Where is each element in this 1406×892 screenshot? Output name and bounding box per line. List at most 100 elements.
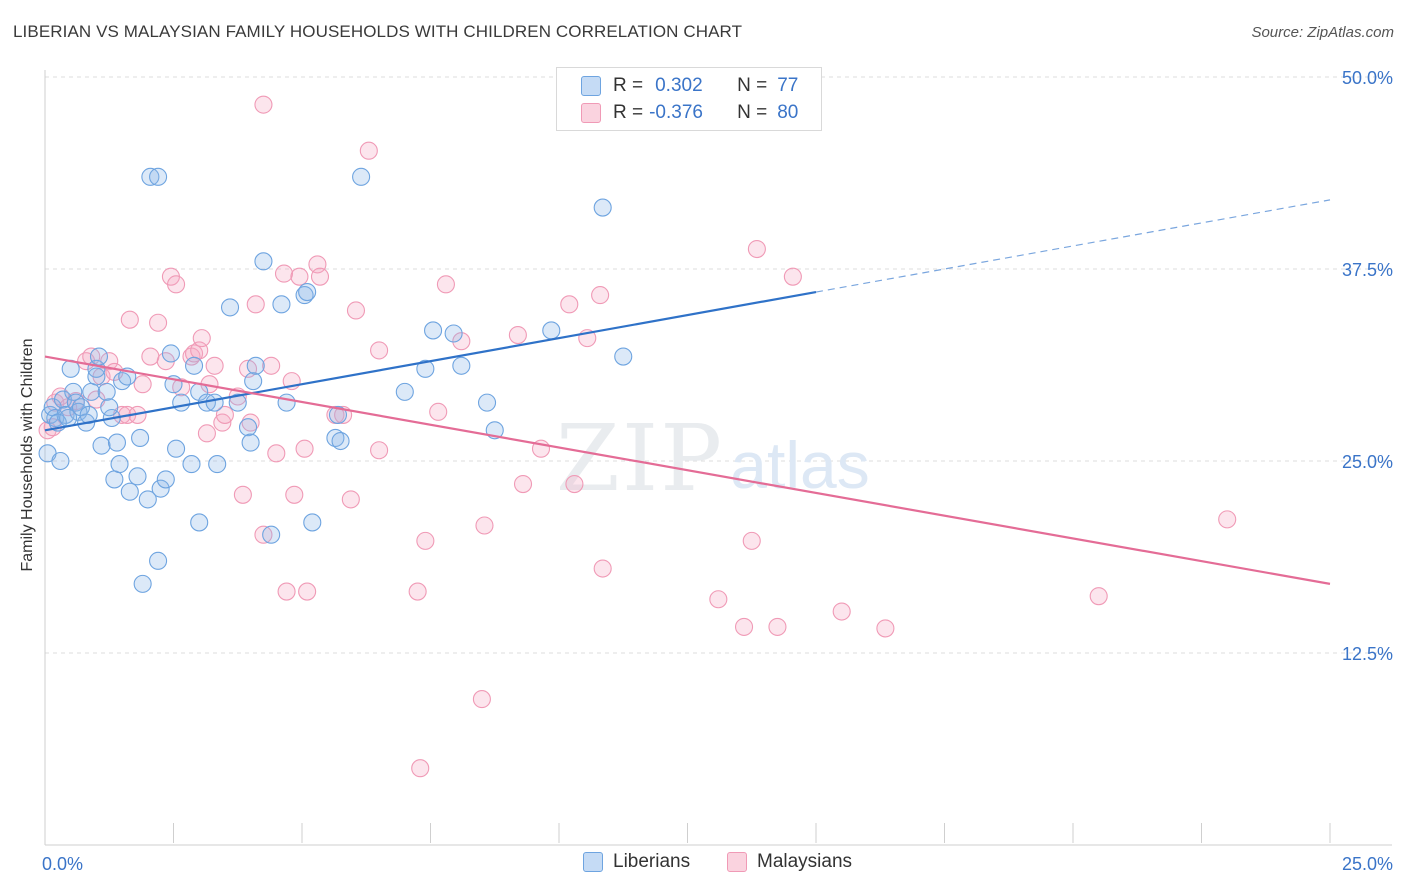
liberians-point bbox=[228, 393, 247, 412]
legend-n-label: N = bbox=[737, 102, 768, 123]
legend-n-value: 80 bbox=[777, 102, 799, 123]
liberians-point bbox=[424, 321, 443, 340]
liberians-point bbox=[205, 393, 224, 412]
liberians-point bbox=[149, 551, 168, 570]
malaysians-point bbox=[233, 485, 252, 504]
malaysians-point bbox=[560, 295, 579, 314]
malaysians-trend-line bbox=[44, 355, 1331, 585]
malaysians-point bbox=[508, 325, 527, 345]
chart-title: LIBERIAN VS MALAYSIAN FAMILY HOUSEHOLDS … bbox=[13, 22, 743, 41]
liberians-point bbox=[156, 470, 175, 489]
malaysians-point bbox=[1089, 587, 1108, 606]
malaysians-point bbox=[262, 356, 281, 375]
liberians-point bbox=[190, 513, 209, 532]
liberians-point bbox=[246, 356, 265, 375]
malaysians-point bbox=[452, 332, 471, 351]
y-tick-label: 37.5% bbox=[1342, 260, 1393, 280]
malaysians-point bbox=[310, 267, 330, 286]
axes bbox=[44, 70, 1392, 846]
malaysians-point bbox=[246, 295, 265, 314]
watermark-zip: ZIP bbox=[556, 405, 724, 512]
liberians-point bbox=[331, 431, 350, 451]
legend-label-liberians: Liberians bbox=[613, 851, 691, 872]
liberians-point bbox=[542, 321, 561, 340]
legend-n-label: N = bbox=[737, 75, 768, 96]
liberians-point bbox=[295, 286, 314, 305]
liberians-point bbox=[120, 482, 139, 501]
trend-lines bbox=[44, 199, 1331, 585]
liberians-point bbox=[51, 451, 70, 471]
liberians-point bbox=[151, 479, 170, 498]
liberians-point bbox=[303, 513, 322, 532]
malaysians-point bbox=[215, 405, 234, 424]
y-tick-label: 12.5% bbox=[1342, 644, 1393, 664]
x-tick-label: 0.0% bbox=[42, 854, 83, 874]
malaysians-point bbox=[341, 490, 360, 509]
malaysians-point bbox=[290, 267, 309, 286]
malaysians-point bbox=[436, 275, 455, 294]
malaysians-point bbox=[475, 516, 494, 535]
grid-lines bbox=[45, 76, 1392, 654]
correlation-legend: R = 0.302 N = 77 R = -0.376 N = 80 bbox=[556, 67, 822, 131]
liberians-point bbox=[254, 252, 273, 271]
liberians-point bbox=[452, 356, 471, 375]
malaysians-point bbox=[876, 619, 895, 638]
liberians-point bbox=[82, 382, 101, 401]
liberians-point bbox=[89, 347, 109, 366]
legend-r-value: 0.302 bbox=[655, 75, 703, 96]
legend-swatch-liberians bbox=[583, 852, 603, 872]
liberians-point bbox=[241, 433, 260, 452]
malaysians-point bbox=[185, 344, 204, 363]
legend-swatch-malaysians bbox=[581, 103, 601, 123]
liberians-point bbox=[87, 367, 106, 386]
liberians-points bbox=[38, 167, 633, 593]
liberians-point bbox=[208, 455, 227, 474]
liberians-point bbox=[593, 198, 612, 217]
tick-labels: 12.5% 25.0% 37.5% 50.0% 0.0% 25.0% bbox=[42, 68, 1393, 874]
malaysians-point bbox=[709, 590, 728, 609]
liberians-point bbox=[64, 382, 83, 401]
malaysians-point bbox=[565, 474, 584, 494]
malaysians-point bbox=[472, 690, 491, 709]
malaysians-point bbox=[742, 531, 761, 550]
liberians-point bbox=[444, 324, 463, 343]
malaysians-point bbox=[768, 617, 787, 636]
legend-n-value: 77 bbox=[777, 75, 799, 96]
malaysians-point bbox=[591, 286, 610, 305]
liberians-point bbox=[238, 418, 258, 437]
legend-swatch-liberians bbox=[581, 76, 601, 96]
liberians-point bbox=[131, 428, 150, 448]
malaysians-point bbox=[734, 617, 754, 636]
malaysians-point bbox=[254, 95, 273, 114]
liberians-point bbox=[107, 433, 127, 452]
malaysians-point bbox=[205, 356, 224, 375]
malaysians-point bbox=[513, 474, 533, 494]
malaysians-point bbox=[747, 239, 766, 259]
malaysians-point bbox=[295, 439, 314, 458]
malaysians-point bbox=[416, 531, 435, 550]
legend-r-label: R = bbox=[613, 102, 644, 123]
liberians-point bbox=[352, 167, 371, 186]
x-tick-label: 25.0% bbox=[1342, 854, 1393, 874]
liberians-point bbox=[110, 455, 129, 474]
malaysians-point bbox=[192, 329, 211, 348]
liberians-point bbox=[128, 467, 147, 486]
legend-r-value: -0.376 bbox=[649, 102, 703, 123]
y-tick-label: 50.0% bbox=[1342, 68, 1393, 88]
liberians-point bbox=[185, 356, 204, 375]
liberians-trend-extension bbox=[815, 199, 1331, 293]
legend-item-malaysians: Malaysians bbox=[727, 851, 852, 873]
liberians-point bbox=[262, 525, 281, 544]
malaysians-point bbox=[832, 602, 851, 621]
liberians-point bbox=[100, 398, 119, 417]
liberians-point bbox=[149, 167, 168, 186]
liberians-point bbox=[298, 282, 317, 302]
liberians-point bbox=[182, 455, 201, 474]
liberians-point bbox=[244, 372, 263, 391]
liberians-point bbox=[477, 393, 497, 412]
malaysians-point bbox=[277, 582, 296, 601]
malaysians-point bbox=[370, 441, 389, 460]
liberians-point bbox=[328, 405, 348, 424]
liberians-point bbox=[167, 439, 186, 458]
legend-swatch-malaysians bbox=[727, 852, 747, 872]
